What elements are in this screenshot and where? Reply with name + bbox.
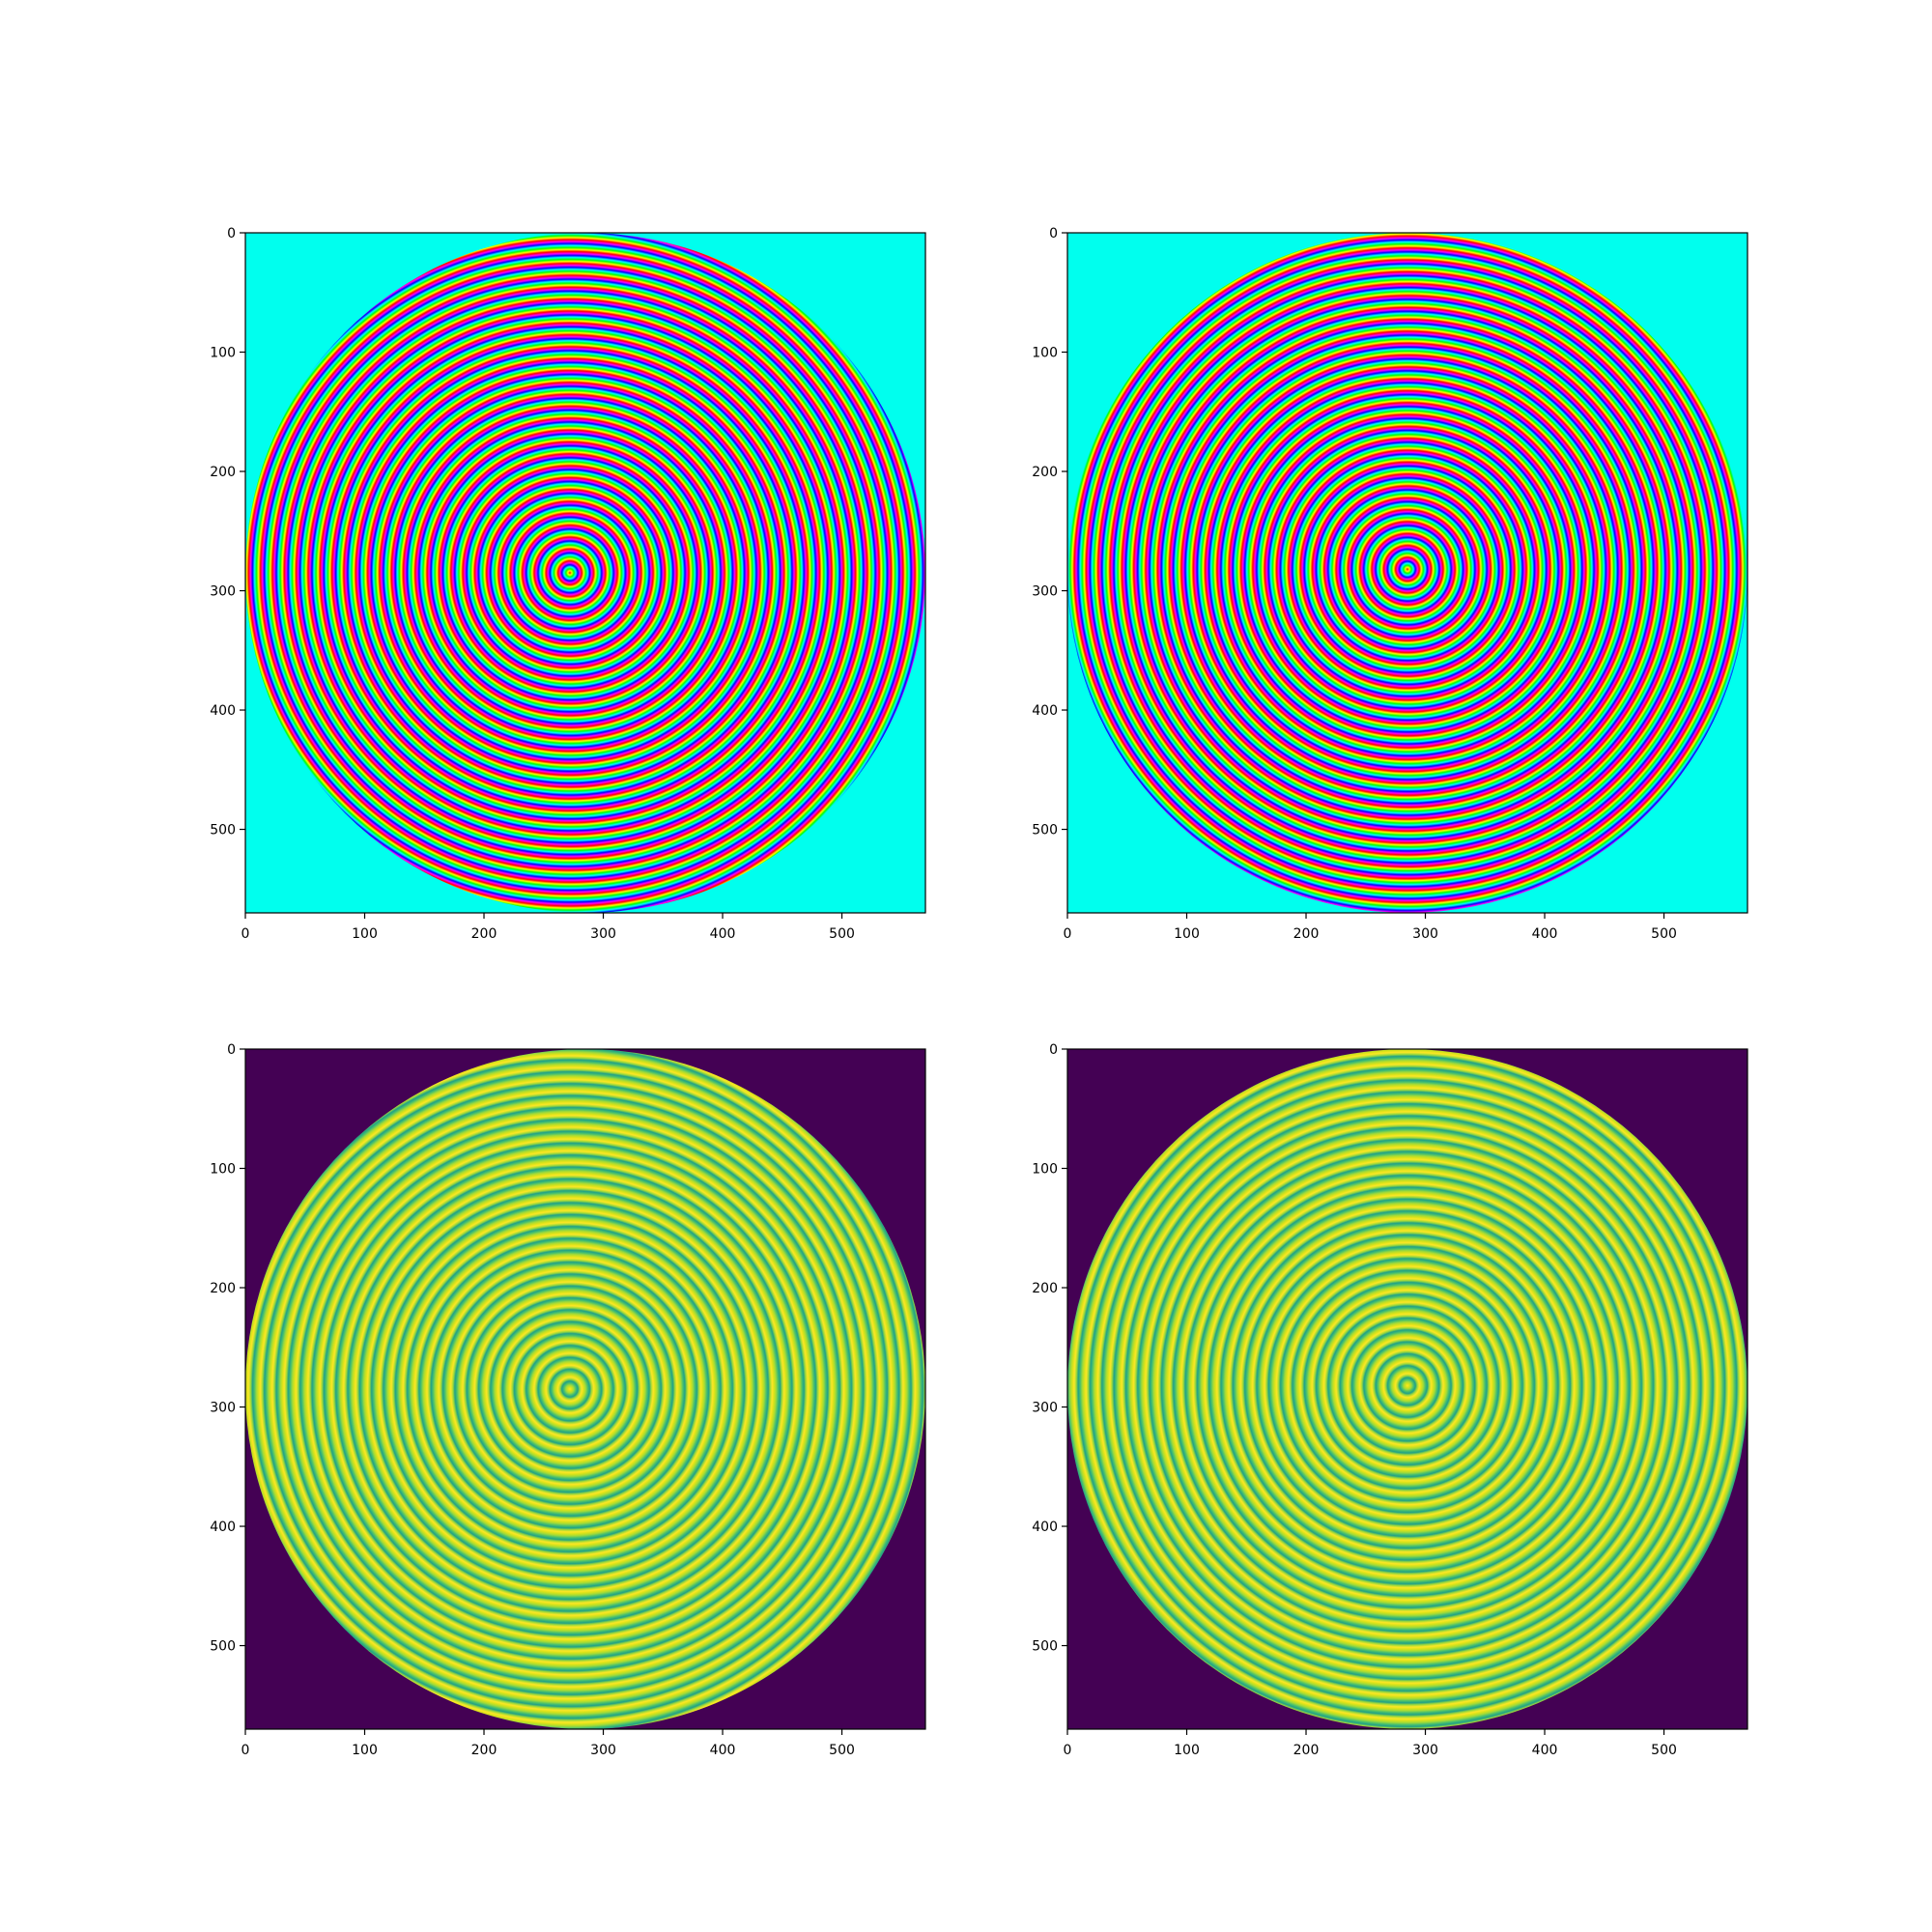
axes-frame [244,232,926,914]
x-tick-label: 0 [242,926,250,942]
x-tick-label: 0 [242,1743,250,1758]
ring-disk [245,233,925,913]
x-tick-label: 500 [829,1743,855,1758]
y-tick-label: 300 [1032,1401,1058,1416]
axes-frame [1066,1048,1748,1730]
ring-disk [1067,233,1747,913]
y-tick-label: 0 [227,226,236,242]
y-tick-label: 400 [1032,1520,1058,1535]
panel-bottom-left: 0 100 200 300 400 500 0 100 200 300 400 500 [210,1042,926,1758]
y-tick-label: 300 [210,584,236,600]
x-tick-label: 300 [1412,926,1438,942]
x-tick-label: 400 [1532,926,1558,942]
x-tick-label: 500 [1651,1743,1677,1758]
x-tick-label: 300 [590,926,616,942]
y-tick-label: 300 [1032,584,1058,600]
y-tick-label: 400 [210,1520,236,1535]
y-tick-label: 0 [227,1042,236,1058]
y-tick-label: 200 [210,1281,236,1296]
x-tick-label: 100 [352,926,378,942]
y-tick-label: 500 [1032,1639,1058,1655]
y-tick-label: 100 [210,1162,236,1178]
y-tick-label: 200 [210,465,236,480]
y-tick-label: 100 [210,346,236,361]
x-tick-label: 400 [1532,1743,1558,1758]
x-tick-label: 100 [352,1743,378,1758]
y-tick-label: 200 [1032,1281,1058,1296]
x-tick-label: 200 [1293,926,1320,942]
x-tick-label: 400 [710,1743,736,1758]
panel-top-right: 0 100 200 300 400 500 0 100 200 300 400 500 [1032,226,1748,942]
x-tick-label: 200 [471,926,497,942]
y-tick-label: 0 [1049,1042,1058,1058]
panel-bottom-right: 0 100 200 300 400 500 0 100 200 300 400 500 [1032,1042,1748,1758]
y-tick-label: 100 [1032,346,1058,361]
x-tick-label: 400 [710,926,736,942]
y-tick-label: 300 [210,1401,236,1416]
panel-top-left: 0 100 200 300 400 500 0 100 200 300 400 500 [210,226,926,942]
x-tick-label: 100 [1174,1743,1200,1758]
x-tick-label: 300 [1412,1743,1438,1758]
x-tick-label: 0 [1064,1743,1072,1758]
y-tick-label: 500 [1032,823,1058,838]
x-tick-label: 200 [471,1743,497,1758]
y-tick-label: 400 [1032,703,1058,719]
x-tick-label: 500 [829,926,855,942]
ring-disk [245,1049,925,1729]
axes-frame [1066,232,1748,914]
x-tick-label: 100 [1174,926,1200,942]
y-tick-label: 500 [210,823,236,838]
y-tick-label: 400 [210,703,236,719]
y-tick-label: 100 [1032,1162,1058,1178]
axes-frame [244,1048,926,1730]
y-tick-label: 0 [1049,226,1058,242]
y-tick-label: 500 [210,1639,236,1655]
x-tick-label: 0 [1064,926,1072,942]
y-tick-label: 200 [1032,465,1058,480]
x-tick-label: 300 [590,1743,616,1758]
x-tick-label: 200 [1293,1743,1320,1758]
ring-disk [1067,1049,1747,1729]
x-tick-label: 500 [1651,926,1677,942]
